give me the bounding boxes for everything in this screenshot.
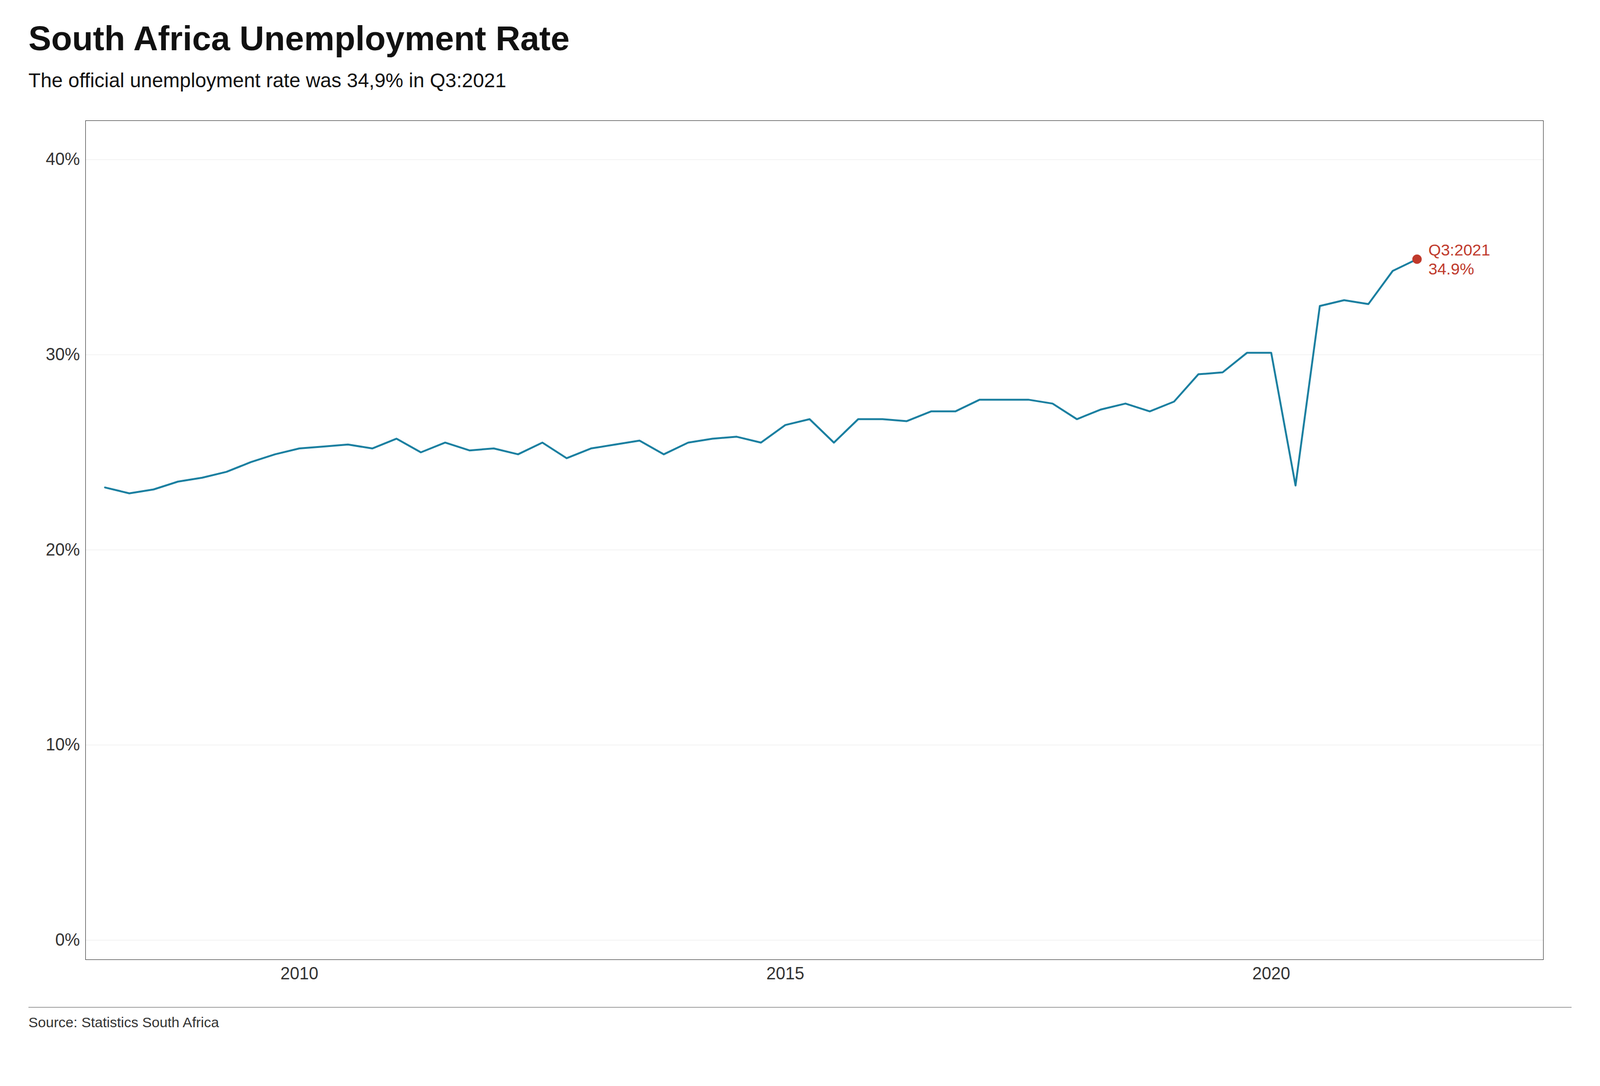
svg-text:Q3:2021: Q3:2021 xyxy=(1428,240,1491,259)
svg-text:30%: 30% xyxy=(45,344,80,365)
svg-text:2020: 2020 xyxy=(1252,963,1290,984)
html-text:South Africa Unemployment Rate: South Africa Unemployment Rate xyxy=(28,19,570,58)
svg-text:10%: 10% xyxy=(45,734,80,755)
svg-text:40%: 40% xyxy=(45,149,80,169)
svg-text:0%: 0% xyxy=(54,930,80,950)
svg-text:34.9%: 34.9% xyxy=(1428,259,1474,278)
html-text:The official unemployment rate: The official unemployment rate was 34,9%… xyxy=(28,69,507,92)
svg-text:20%: 20% xyxy=(45,539,80,560)
html-text:Source: Statistics South Afric: Source: Statistics South Africa xyxy=(28,1014,219,1031)
svg-text:2010: 2010 xyxy=(280,963,319,984)
svg-text:2015: 2015 xyxy=(766,963,805,984)
